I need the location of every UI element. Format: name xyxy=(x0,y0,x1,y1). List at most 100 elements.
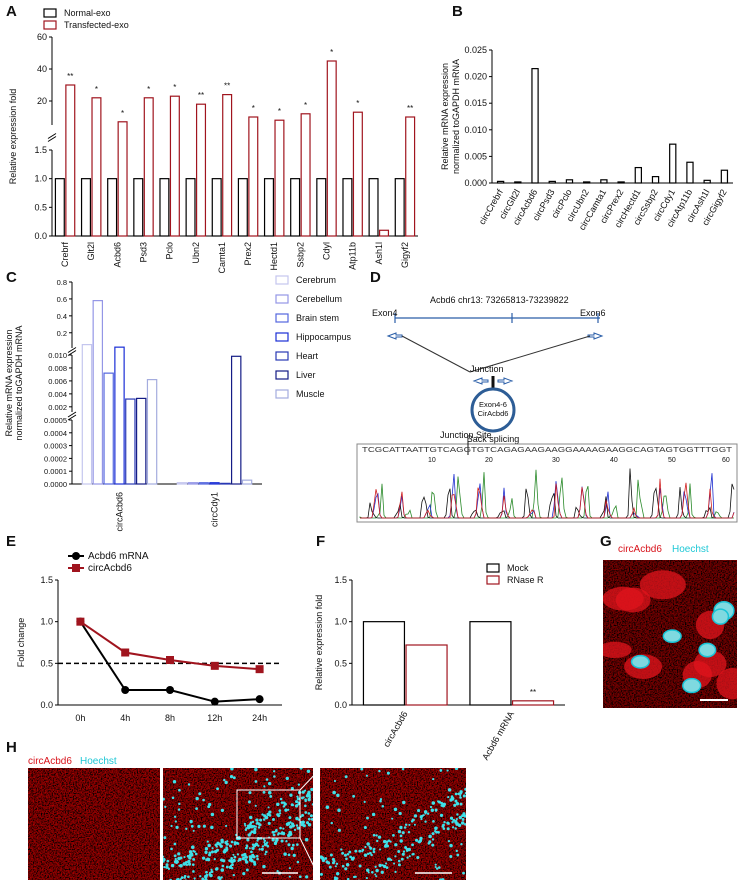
bar xyxy=(187,482,199,485)
nucleus xyxy=(263,785,266,788)
bar xyxy=(405,116,416,237)
nucleus xyxy=(271,838,275,842)
nucleus xyxy=(711,608,730,625)
nucleus xyxy=(224,780,228,785)
nucleus xyxy=(374,865,377,868)
nucleus xyxy=(285,822,290,827)
nucleus xyxy=(365,774,368,777)
nucleus xyxy=(432,820,435,823)
zoom-line xyxy=(299,837,321,880)
nucleus xyxy=(435,867,439,870)
micrograph xyxy=(320,768,466,880)
exon-label: Exon4 xyxy=(372,308,398,318)
nucleus xyxy=(243,822,246,825)
nucleus xyxy=(163,797,165,801)
nucleus xyxy=(379,848,382,851)
nucleus xyxy=(337,808,341,813)
base-position: 40 xyxy=(610,457,618,464)
nucleus xyxy=(231,867,234,870)
nucleus xyxy=(434,863,437,866)
nucleus xyxy=(183,874,187,878)
nucleus xyxy=(334,865,337,868)
nucleus xyxy=(185,863,189,867)
nucleus xyxy=(331,861,335,865)
nucleus xyxy=(290,786,294,790)
nucleus xyxy=(210,850,215,854)
nucleus xyxy=(440,801,444,805)
nucleus xyxy=(454,799,458,803)
bar xyxy=(703,179,711,184)
legend-label: RNase R xyxy=(507,575,544,585)
nucleus xyxy=(226,840,229,843)
nucleus xyxy=(174,861,177,864)
nucleus xyxy=(254,780,258,783)
nucleus xyxy=(376,839,379,843)
significance: * xyxy=(330,48,333,57)
axis-break xyxy=(47,133,57,139)
point xyxy=(121,686,130,694)
y-axis-label: normalized toGAPDH mRNA xyxy=(14,325,24,440)
legend-swatch xyxy=(43,20,57,30)
nucleus xyxy=(335,862,339,866)
nucleus xyxy=(305,875,309,879)
bar xyxy=(133,178,144,237)
nucleus xyxy=(173,815,177,818)
bar xyxy=(669,143,677,184)
significance: * xyxy=(173,83,176,92)
nucleus xyxy=(306,769,311,774)
nucleus xyxy=(169,878,172,880)
nucleus xyxy=(198,792,202,796)
nucleus xyxy=(407,830,411,834)
stain-label: Hoechst xyxy=(80,756,117,767)
nucleus xyxy=(201,877,205,880)
nucleus xyxy=(273,770,276,773)
nucleus xyxy=(442,802,447,806)
chart: 0.0 0.5 1.0 1.5 20 40 60 Relative expression fo… xyxy=(8,8,418,274)
bar xyxy=(600,179,608,184)
exon-arrow xyxy=(386,332,403,340)
bar xyxy=(65,84,76,237)
nucleus xyxy=(379,797,383,801)
point xyxy=(255,665,264,674)
exon-arrow xyxy=(587,332,604,340)
stain-label: circAcbd6 xyxy=(28,756,72,767)
nucleus xyxy=(417,809,421,813)
nucleus xyxy=(431,838,435,841)
x-tick-label: 8h xyxy=(165,713,175,723)
nucleus xyxy=(242,872,246,876)
nucleus xyxy=(442,827,446,830)
nucleus xyxy=(698,642,717,658)
nucleus xyxy=(272,833,276,837)
x-tick-label: 12h xyxy=(207,713,222,723)
nucleus xyxy=(346,877,350,880)
y-axis-label: Relative mRNA expression xyxy=(440,63,450,170)
nucleus xyxy=(393,862,396,865)
nucleus xyxy=(330,821,333,825)
nucleus xyxy=(363,853,368,857)
y-tick-label: 0.4 xyxy=(57,312,67,321)
bar xyxy=(230,355,242,485)
nucleus xyxy=(203,879,206,880)
nucleus xyxy=(464,823,466,826)
nucleus xyxy=(279,797,283,801)
nucleus xyxy=(333,878,338,880)
nucleus xyxy=(220,868,225,872)
nucleus xyxy=(250,850,253,854)
nucleus xyxy=(325,805,330,809)
legend-label: Transfected-exo xyxy=(64,20,129,30)
nucleus xyxy=(252,830,257,835)
nucleus xyxy=(180,876,184,879)
cell-body xyxy=(716,667,737,700)
nucleus xyxy=(207,843,211,848)
nucleus xyxy=(301,790,305,794)
point xyxy=(255,695,264,704)
nucleus xyxy=(401,768,405,771)
y-tick-label: 0.025 xyxy=(464,45,487,55)
nucleus xyxy=(185,827,188,830)
y-tick-label: 0.000 xyxy=(464,178,487,188)
nucleus xyxy=(280,839,284,843)
nucleus xyxy=(194,852,198,856)
nucleus xyxy=(202,798,205,802)
nucleus xyxy=(446,821,450,825)
nucleus xyxy=(179,864,183,868)
